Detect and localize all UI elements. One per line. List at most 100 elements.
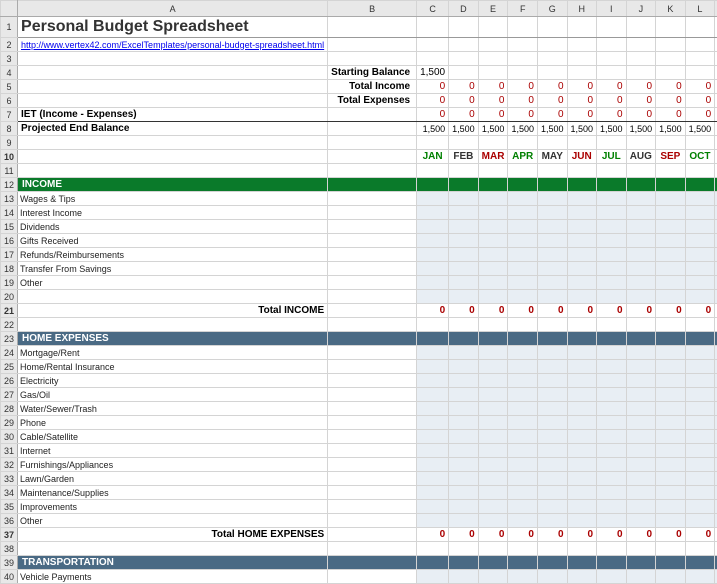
data-cell[interactable] — [508, 192, 538, 206]
data-cell[interactable] — [626, 514, 656, 528]
data-cell[interactable] — [417, 416, 449, 430]
data-cell[interactable] — [685, 514, 715, 528]
data-cell[interactable] — [417, 388, 449, 402]
data-cell[interactable] — [449, 444, 479, 458]
data-cell[interactable] — [478, 360, 508, 374]
data-cell[interactable] — [508, 206, 538, 220]
data-cell[interactable] — [449, 276, 479, 290]
data-cell[interactable] — [417, 486, 449, 500]
data-cell[interactable] — [685, 388, 715, 402]
line-item-label[interactable]: Other — [18, 276, 328, 290]
data-cell[interactable] — [478, 402, 508, 416]
data-cell[interactable] — [597, 514, 627, 528]
data-cell[interactable] — [685, 220, 715, 234]
data-cell[interactable] — [417, 220, 449, 234]
data-cell[interactable] — [508, 430, 538, 444]
data-cell[interactable] — [417, 276, 449, 290]
data-cell[interactable] — [597, 248, 627, 262]
data-cell[interactable] — [478, 262, 508, 276]
line-item-label[interactable]: Refunds/Reimbursements — [18, 248, 328, 262]
data-cell[interactable] — [478, 514, 508, 528]
data-cell[interactable] — [567, 360, 597, 374]
line-item-label[interactable]: Wages & Tips — [18, 192, 328, 206]
data-cell[interactable] — [449, 458, 479, 472]
data-cell[interactable] — [685, 234, 715, 248]
data-cell[interactable] — [656, 234, 686, 248]
data-cell[interactable] — [449, 192, 479, 206]
data-cell[interactable] — [567, 192, 597, 206]
data-cell[interactable] — [449, 360, 479, 374]
data-cell[interactable] — [537, 402, 567, 416]
data-cell[interactable] — [417, 360, 449, 374]
data-cell[interactable] — [626, 500, 656, 514]
data-cell[interactable] — [508, 486, 538, 500]
data-cell[interactable] — [508, 360, 538, 374]
data-cell[interactable] — [626, 360, 656, 374]
data-cell[interactable] — [597, 486, 627, 500]
data-cell[interactable] — [449, 234, 479, 248]
data-cell[interactable] — [478, 248, 508, 262]
data-cell[interactable] — [656, 430, 686, 444]
data-cell[interactable] — [537, 248, 567, 262]
data-cell[interactable] — [449, 206, 479, 220]
data-cell[interactable] — [567, 234, 597, 248]
data-cell[interactable] — [417, 206, 449, 220]
data-cell[interactable] — [478, 220, 508, 234]
data-cell[interactable] — [597, 346, 627, 360]
data-cell[interactable] — [508, 444, 538, 458]
data-cell[interactable] — [417, 262, 449, 276]
data-cell[interactable] — [537, 430, 567, 444]
data-cell[interactable] — [449, 388, 479, 402]
line-item-label[interactable]: Furnishings/Appliances — [18, 458, 328, 472]
line-item-label[interactable]: Transfer From Savings — [18, 262, 328, 276]
data-cell[interactable] — [537, 360, 567, 374]
line-item-label[interactable]: Gas/Oil — [18, 388, 328, 402]
data-cell[interactable] — [656, 444, 686, 458]
data-cell[interactable] — [478, 192, 508, 206]
data-cell[interactable] — [656, 360, 686, 374]
data-cell[interactable] — [478, 458, 508, 472]
data-cell[interactable] — [449, 486, 479, 500]
data-cell[interactable] — [656, 192, 686, 206]
data-cell[interactable] — [685, 360, 715, 374]
data-cell[interactable] — [656, 220, 686, 234]
data-cell[interactable] — [537, 262, 567, 276]
data-cell[interactable] — [417, 458, 449, 472]
line-item-label[interactable]: Internet — [18, 444, 328, 458]
data-cell[interactable] — [597, 374, 627, 388]
data-cell[interactable] — [685, 458, 715, 472]
line-item-label[interactable]: Gifts Received — [18, 234, 328, 248]
data-cell[interactable] — [537, 234, 567, 248]
data-cell[interactable] — [685, 248, 715, 262]
data-cell[interactable] — [417, 514, 449, 528]
data-cell[interactable] — [626, 444, 656, 458]
data-cell[interactable] — [597, 388, 627, 402]
line-item-label[interactable]: Water/Sewer/Trash — [18, 402, 328, 416]
data-cell[interactable] — [537, 458, 567, 472]
data-cell[interactable] — [478, 430, 508, 444]
data-cell[interactable] — [656, 262, 686, 276]
data-cell[interactable] — [478, 416, 508, 430]
data-cell[interactable] — [567, 402, 597, 416]
data-cell[interactable] — [656, 276, 686, 290]
data-cell[interactable] — [449, 290, 479, 304]
data-cell[interactable] — [656, 514, 686, 528]
line-item-label[interactable]: Dividends — [18, 220, 328, 234]
data-cell[interactable] — [567, 430, 597, 444]
data-cell[interactable] — [685, 206, 715, 220]
data-cell[interactable] — [567, 276, 597, 290]
data-cell[interactable] — [626, 472, 656, 486]
line-item-label[interactable]: Cable/Satellite — [18, 430, 328, 444]
data-cell[interactable] — [626, 402, 656, 416]
line-item-label[interactable]: Other — [18, 514, 328, 528]
data-cell[interactable] — [567, 500, 597, 514]
data-cell[interactable] — [508, 514, 538, 528]
starting-balance-value[interactable]: 1,500 — [417, 66, 449, 80]
data-cell[interactable] — [567, 346, 597, 360]
data-cell[interactable] — [685, 500, 715, 514]
data-cell[interactable] — [597, 290, 627, 304]
data-cell[interactable] — [626, 374, 656, 388]
data-cell[interactable] — [597, 458, 627, 472]
data-cell[interactable] — [626, 486, 656, 500]
data-cell[interactable] — [567, 472, 597, 486]
